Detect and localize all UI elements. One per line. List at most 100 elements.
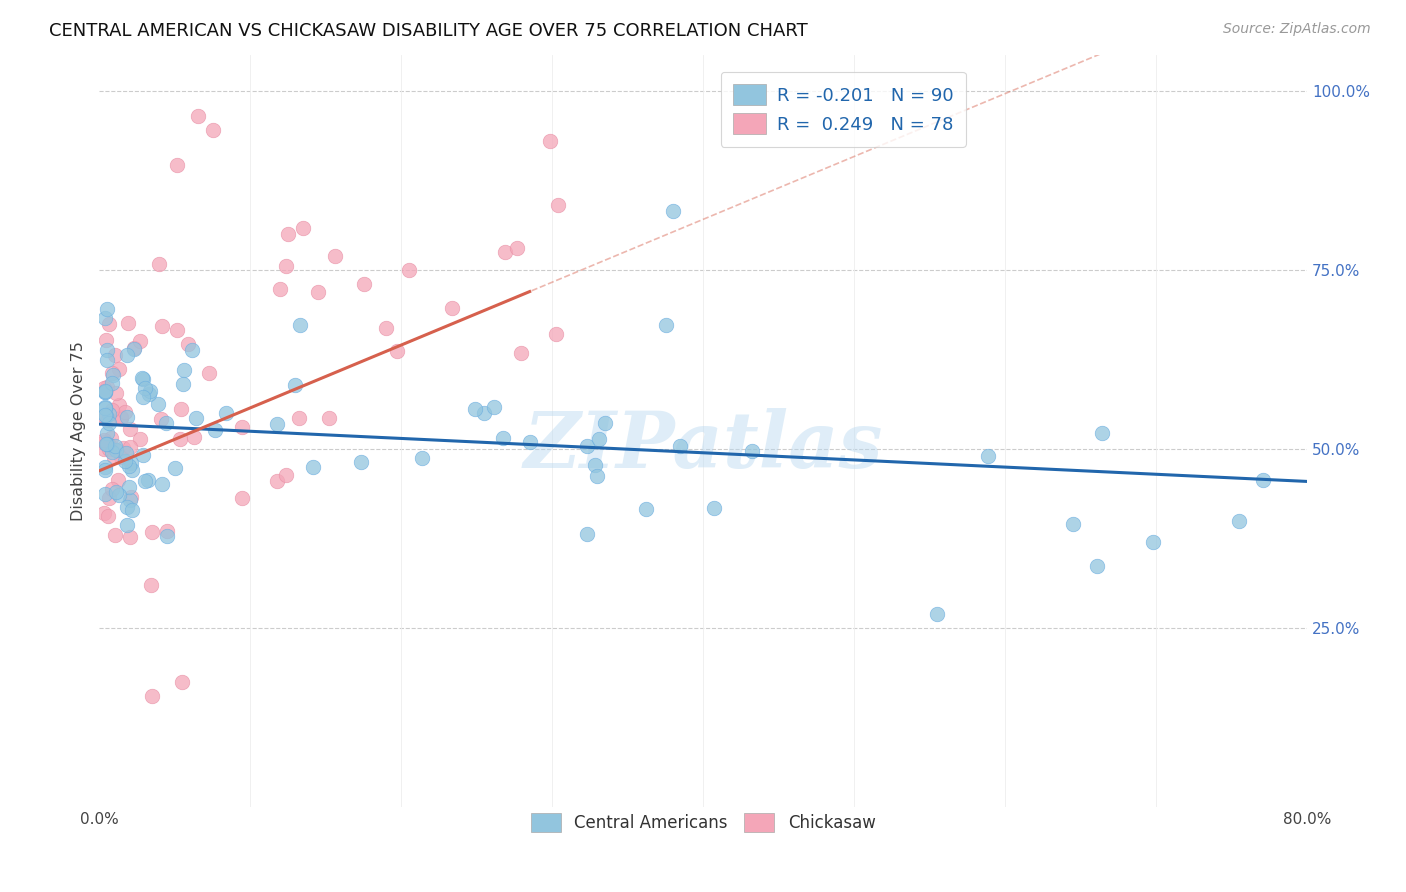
Point: [1087, 558, 1109, 573]
Point: [184, 410, 207, 425]
Point: [492, 431, 515, 445]
Point: [118, 422, 141, 436]
Point: [93, 433, 115, 447]
Point: [96, 437, 118, 451]
Point: [166, 158, 188, 172]
Point: [183, 430, 205, 444]
Point: [107, 474, 129, 488]
Point: [94, 311, 117, 326]
Point: [172, 675, 194, 690]
Point: [134, 475, 156, 489]
Point: [120, 490, 142, 504]
Point: [96, 413, 118, 427]
Point: [98, 491, 121, 506]
Point: [121, 463, 143, 477]
Point: [266, 474, 288, 488]
Point: [100, 482, 122, 496]
Point: [177, 336, 200, 351]
Point: [350, 455, 373, 469]
Point: [546, 327, 568, 342]
Point: [927, 607, 949, 621]
Point: [411, 450, 433, 465]
Point: [98, 438, 121, 452]
Point: [103, 450, 125, 464]
Point: [141, 690, 163, 704]
Point: [118, 440, 141, 454]
Point: [96, 302, 118, 317]
Point: [741, 444, 763, 458]
Point: [129, 433, 152, 447]
Point: [118, 492, 141, 507]
Point: [155, 416, 177, 430]
Text: CENTRAL AMERICAN VS CHICKASAW DISABILITY AGE OVER 75 CORRELATION CHART: CENTRAL AMERICAN VS CHICKASAW DISABILITY…: [49, 22, 808, 40]
Point: [398, 263, 420, 277]
Point: [441, 301, 464, 315]
Point: [120, 456, 142, 470]
Point: [93, 409, 115, 423]
Point: [198, 366, 221, 380]
Point: [114, 454, 136, 468]
Point: [108, 362, 131, 376]
Point: [1091, 425, 1114, 440]
Point: [139, 578, 162, 592]
Point: [98, 417, 121, 431]
Point: [156, 529, 179, 543]
Point: [506, 242, 529, 256]
Point: [180, 343, 202, 357]
Point: [132, 372, 155, 386]
Point: [482, 400, 505, 414]
Point: [385, 344, 408, 359]
Point: [98, 318, 121, 332]
Point: [100, 403, 122, 417]
Point: [150, 477, 173, 491]
Point: [166, 323, 188, 337]
Point: [288, 318, 311, 333]
Point: [156, 524, 179, 538]
Point: [93, 442, 115, 456]
Point: [98, 407, 121, 421]
Point: [100, 431, 122, 445]
Point: [134, 381, 156, 395]
Point: [132, 449, 155, 463]
Point: [472, 406, 495, 420]
Point: [277, 227, 299, 242]
Point: [276, 259, 298, 273]
Point: [288, 411, 311, 425]
Point: [593, 416, 616, 430]
Point: [96, 380, 118, 394]
Point: [634, 502, 657, 516]
Point: [94, 384, 117, 398]
Point: [110, 411, 132, 425]
Point: [117, 459, 139, 474]
Point: [148, 257, 170, 271]
Point: [96, 352, 118, 367]
Point: [111, 441, 134, 455]
Point: [118, 480, 141, 494]
Point: [494, 244, 516, 259]
Point: [117, 316, 139, 330]
Point: [576, 527, 599, 541]
Point: [96, 437, 118, 451]
Point: [576, 439, 599, 453]
Point: [114, 445, 136, 459]
Point: [115, 409, 138, 424]
Point: [105, 386, 128, 401]
Point: [1142, 534, 1164, 549]
Point: [110, 450, 132, 464]
Point: [292, 220, 315, 235]
Point: [100, 376, 122, 391]
Point: [93, 435, 115, 450]
Point: [662, 203, 685, 218]
Point: [96, 333, 118, 347]
Point: [547, 197, 569, 211]
Point: [353, 277, 375, 292]
Point: [150, 319, 173, 334]
Point: [201, 123, 224, 137]
Point: [231, 491, 253, 506]
Point: [375, 320, 398, 334]
Y-axis label: Disability Age Over 75: Disability Age Over 75: [72, 342, 86, 521]
Point: [269, 282, 291, 296]
Point: [586, 468, 609, 483]
Point: [307, 285, 329, 299]
Point: [108, 488, 131, 502]
